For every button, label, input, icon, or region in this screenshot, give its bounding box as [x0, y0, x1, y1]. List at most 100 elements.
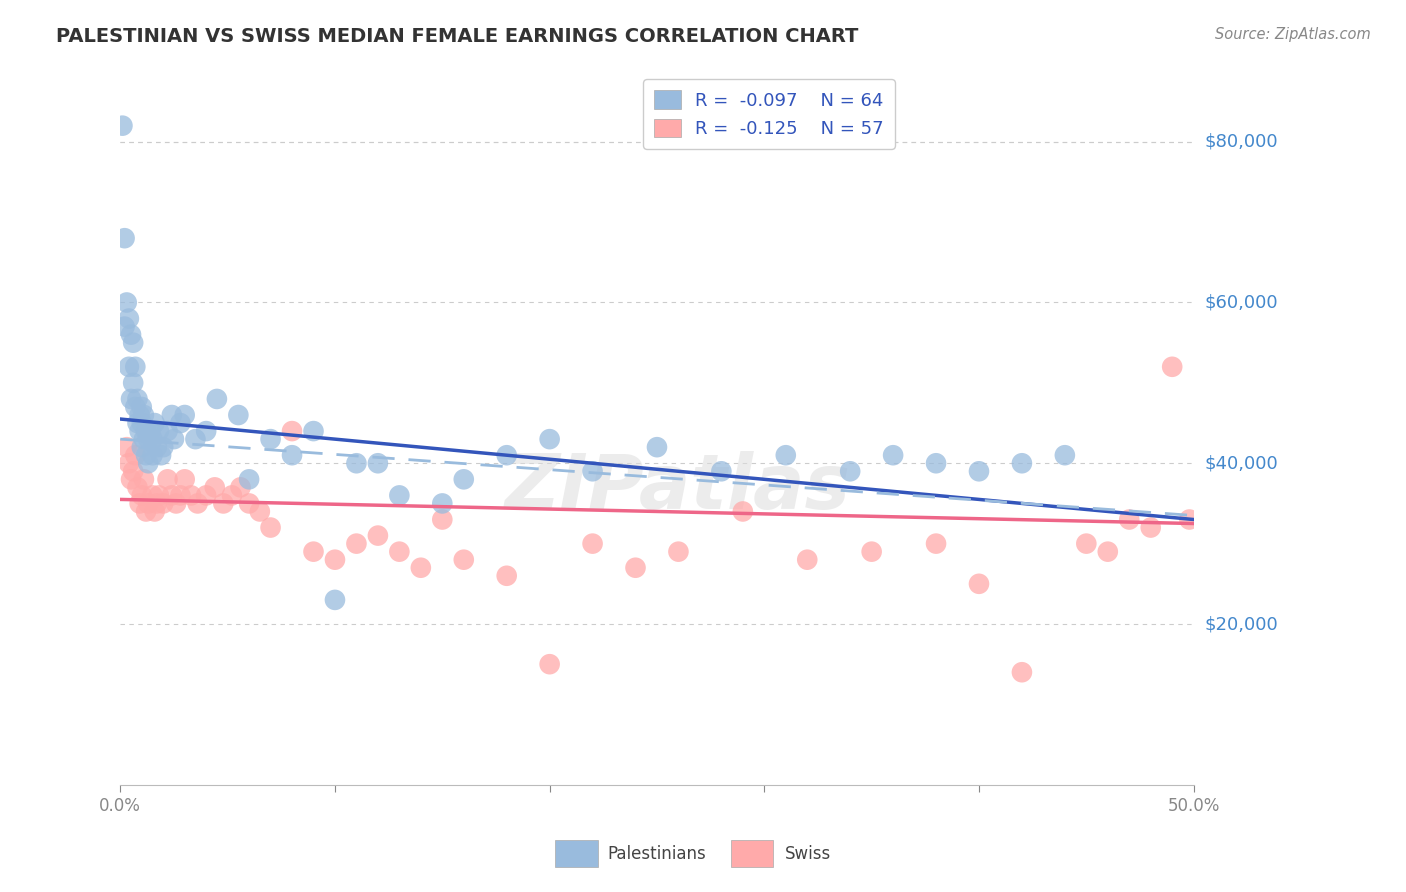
Point: [581, 464, 603, 478]
Point: [538, 432, 561, 446]
Point: [122, 335, 145, 350]
Point: [124, 448, 146, 462]
Point: [323, 552, 346, 566]
Point: [1011, 456, 1033, 470]
Point: [925, 536, 948, 550]
Point: [115, 440, 138, 454]
Point: [156, 472, 179, 486]
Point: [143, 416, 166, 430]
Text: $20,000: $20,000: [1205, 615, 1278, 633]
Point: [136, 456, 159, 470]
Point: [131, 488, 153, 502]
Point: [146, 440, 169, 454]
Point: [118, 456, 141, 470]
Point: [204, 480, 226, 494]
Point: [127, 392, 149, 406]
Text: Palestinians: Palestinians: [607, 845, 706, 863]
Point: [169, 416, 191, 430]
Point: [860, 544, 883, 558]
Point: [146, 496, 169, 510]
Point: [114, 231, 136, 245]
Point: [323, 593, 346, 607]
Point: [120, 472, 142, 486]
Point: [148, 424, 170, 438]
Point: [184, 432, 207, 446]
Point: [238, 472, 260, 486]
Point: [1118, 512, 1140, 526]
Point: [538, 657, 561, 672]
Text: Source: ZipAtlas.com: Source: ZipAtlas.com: [1215, 27, 1371, 42]
Point: [195, 488, 218, 502]
Point: [160, 488, 183, 502]
Point: [141, 448, 163, 462]
Point: [495, 448, 517, 462]
Point: [127, 416, 149, 430]
Point: [205, 392, 228, 406]
Point: [212, 496, 235, 510]
Point: [132, 408, 155, 422]
Point: [122, 464, 145, 478]
Point: [495, 568, 517, 582]
Point: [925, 456, 948, 470]
Point: [118, 311, 141, 326]
Point: [453, 552, 475, 566]
Point: [882, 448, 904, 462]
Point: [581, 536, 603, 550]
Point: [141, 432, 163, 446]
Point: [1097, 544, 1119, 558]
Point: [221, 488, 243, 502]
Point: [131, 416, 153, 430]
Point: [624, 560, 647, 574]
Point: [249, 504, 271, 518]
Point: [127, 480, 149, 494]
Text: Swiss: Swiss: [785, 845, 831, 863]
Point: [187, 496, 209, 510]
Point: [128, 408, 150, 422]
Point: [281, 448, 304, 462]
Point: [1053, 448, 1076, 462]
Text: PALESTINIAN VS SWISS MEDIAN FEMALE EARNINGS CORRELATION CHART: PALESTINIAN VS SWISS MEDIAN FEMALE EARNI…: [56, 27, 859, 45]
Point: [136, 432, 159, 446]
Point: [259, 520, 281, 534]
Point: [148, 488, 170, 502]
Point: [150, 448, 173, 462]
Point: [132, 472, 155, 486]
Point: [388, 488, 411, 502]
Point: [409, 560, 432, 574]
Point: [775, 448, 797, 462]
Point: [967, 464, 990, 478]
Point: [229, 480, 252, 494]
Point: [228, 408, 250, 422]
Point: [1011, 665, 1033, 680]
Point: [115, 295, 138, 310]
Point: [118, 359, 141, 374]
Point: [136, 496, 159, 510]
Point: [302, 544, 325, 558]
Point: [141, 488, 163, 502]
Legend: R =  -0.097    N = 64, R =  -0.125    N = 57: R = -0.097 N = 64, R = -0.125 N = 57: [643, 79, 894, 149]
Text: ZIPatlas: ZIPatlas: [505, 450, 852, 524]
Point: [1139, 520, 1161, 534]
Point: [259, 432, 281, 446]
Point: [120, 327, 142, 342]
Point: [135, 448, 157, 462]
Point: [432, 512, 454, 526]
Point: [668, 544, 690, 558]
Point: [1076, 536, 1098, 550]
Point: [710, 464, 733, 478]
Point: [180, 488, 202, 502]
Point: [453, 472, 475, 486]
Point: [152, 440, 174, 454]
Point: [163, 432, 186, 446]
Point: [367, 456, 389, 470]
Point: [1161, 359, 1184, 374]
Text: $80,000: $80,000: [1205, 133, 1278, 151]
Point: [128, 424, 150, 438]
Point: [195, 424, 218, 438]
Point: [156, 424, 179, 438]
Point: [839, 464, 862, 478]
Point: [346, 536, 368, 550]
Point: [128, 496, 150, 510]
Point: [645, 440, 668, 454]
Point: [139, 424, 162, 438]
